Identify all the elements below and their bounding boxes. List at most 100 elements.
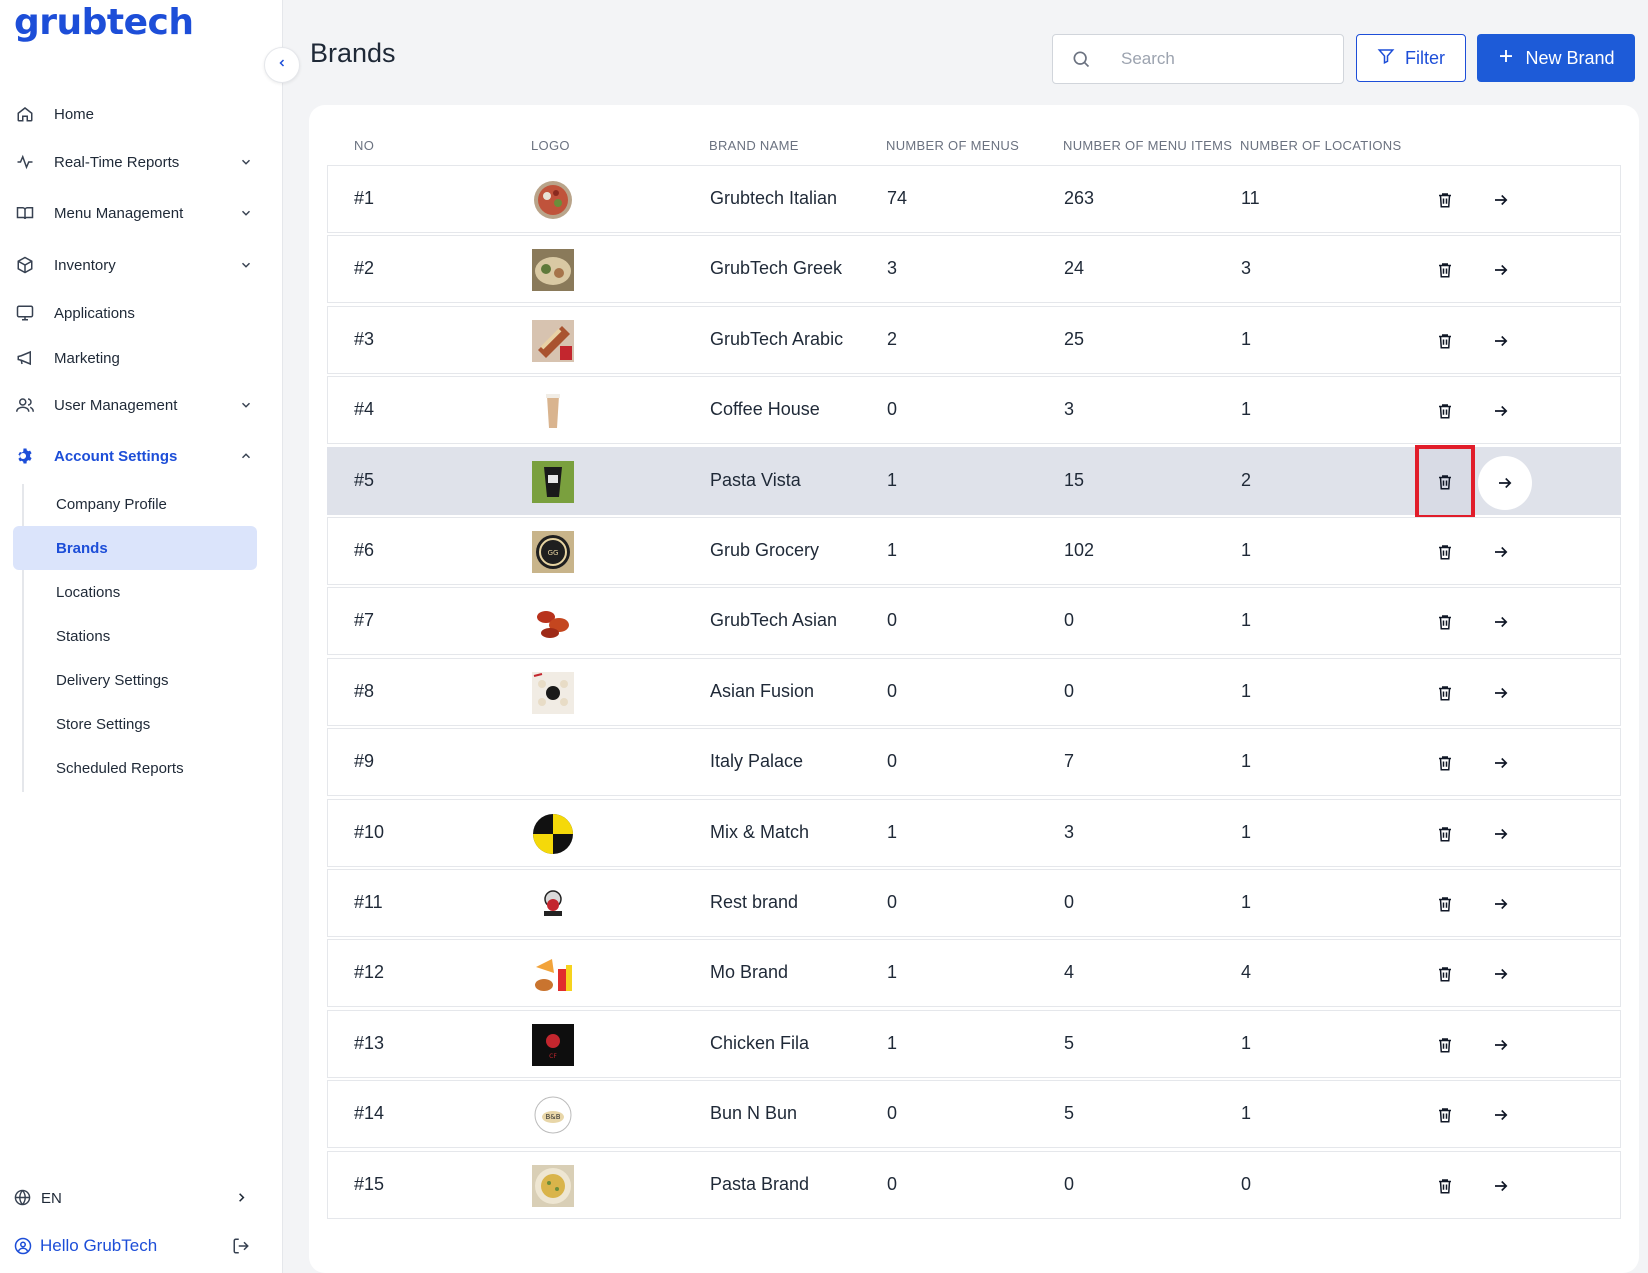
trash-icon [1436,402,1454,420]
sidebar-subitem-company-profile[interactable]: Company Profile [13,482,257,526]
table-row[interactable]: #9 Italy Palace 0 7 1 [327,728,1621,796]
brand-logo [532,883,574,925]
menu-item-count: 0 [1064,610,1075,630]
open-brand-button[interactable] [1484,746,1518,780]
open-brand-button[interactable] [1484,1169,1518,1203]
chevron-down-icon [238,397,254,413]
brand-name: Mix & Match [710,822,810,842]
sidebar-item-inventory[interactable]: Inventory [0,245,282,285]
delete-brand-button[interactable] [1428,957,1462,991]
table-row[interactable]: #1 Grubtech Italian 74 263 11 [327,165,1621,233]
table-row[interactable]: #11 Rest brand 0 0 1 [327,869,1621,937]
sidebar-item-account-settings[interactable]: Account Settings [0,436,282,476]
sidebar-subitem-delivery-settings[interactable]: Delivery Settings [13,658,257,702]
open-brand-button[interactable] [1484,1028,1518,1062]
table-row[interactable]: #4 Coffee House 0 3 1 [327,376,1621,444]
search-box[interactable] [1052,34,1344,84]
trash-icon [1436,754,1454,772]
chevron-right-icon [234,1190,249,1210]
open-brand-button[interactable] [1484,1098,1518,1132]
delete-brand-button[interactable] [1415,445,1475,519]
table-row[interactable]: #15 Pasta Brand 0 0 0 [327,1151,1621,1219]
sidebar-subitem-brands[interactable]: Brands [13,526,257,570]
table-row[interactable]: #6 GG Grub Grocery 1 102 1 [327,517,1621,585]
trash-icon [1436,261,1454,279]
delete-brand-button[interactable] [1428,324,1462,358]
open-brand-button[interactable] [1484,957,1518,991]
language-selector[interactable]: EN [0,1180,282,1216]
table-row[interactable]: #8 Asian Fusion 0 0 1 [327,658,1621,726]
sidebar: grubtech Home Real-Time Reports Menu Man… [0,0,283,1273]
delete-brand-button[interactable] [1428,394,1462,428]
menu-count: 3 [887,258,898,278]
delete-brand-button[interactable] [1428,605,1462,639]
table-row[interactable]: #10 Mix & Match 1 3 1 [327,799,1621,867]
sidebar-subitem-label: Stations [56,627,111,645]
open-brand-button[interactable] [1484,183,1518,217]
sidebar-item-menu-management[interactable]: Menu Management [0,193,282,233]
open-brand-button[interactable] [1484,887,1518,921]
delete-brand-button[interactable] [1428,183,1462,217]
menu-item-count: 102 [1064,540,1095,560]
arrow-right-icon [1492,965,1510,983]
chevron-down-icon [238,154,254,170]
open-brand-button[interactable] [1484,535,1518,569]
user-profile-row: Hello GrubTech [0,1228,282,1264]
sidebar-subitem-stations[interactable]: Stations [13,614,257,658]
sidebar-item-label: Home [54,105,95,123]
brand-logo [532,672,574,714]
brand-logo: B&B [532,1094,574,1136]
table-row[interactable]: #5 Pasta Vista 1 15 2 [327,445,1621,519]
delete-brand-button[interactable] [1428,887,1462,921]
table-row[interactable]: #14 B&B Bun N Bun 0 5 1 [327,1080,1621,1148]
brand-number: #14 [354,1103,385,1123]
svg-text:CF: CF [549,1053,557,1060]
table-row[interactable]: #13 CF Chicken Fila 1 5 1 [327,1010,1621,1078]
table-row[interactable]: #7 GrubTech Asian 0 0 1 [327,587,1621,655]
sidebar-subitem-scheduled-reports[interactable]: Scheduled Reports [13,746,257,790]
table-row[interactable]: #3 GrubTech Arabic 2 25 1 [327,306,1621,374]
sidebar-item-real-time-reports[interactable]: Real-Time Reports [0,142,282,182]
sidebar-item-home[interactable]: Home [0,94,282,134]
location-count: 0 [1241,1174,1252,1194]
delete-brand-button[interactable] [1428,1098,1462,1132]
open-brand-button[interactable] [1484,324,1518,358]
sidebar-subitem-label: Store Settings [56,715,151,733]
sidebar-subitem-locations[interactable]: Locations [13,570,257,614]
menu-count: 0 [887,751,898,771]
sidebar-item-marketing[interactable]: Marketing [0,338,282,378]
new-brand-button[interactable]: New Brand [1477,34,1635,82]
brand-logo: CF [532,1024,574,1066]
sidebar-subitem-label: Company Profile [56,495,167,513]
open-brand-button[interactable] [1484,817,1518,851]
delete-brand-button[interactable] [1428,817,1462,851]
table-row[interactable]: #12 Mo Brand 1 4 4 [327,939,1621,1007]
delete-brand-button[interactable] [1428,746,1462,780]
brand-name: Coffee House [710,399,820,419]
collapse-sidebar-button[interactable] [264,47,300,83]
brand-name: Mo Brand [710,962,789,982]
table-row[interactable]: #2 GrubTech Greek 3 24 3 [327,235,1621,303]
filter-button[interactable]: Filter [1356,34,1466,82]
open-brand-button[interactable] [1484,253,1518,287]
open-brand-button[interactable] [1484,605,1518,639]
open-brand-button[interactable] [1478,456,1532,510]
grubtech-logo[interactable]: grubtech [14,2,194,43]
open-brand-button[interactable] [1484,676,1518,710]
sidebar-subitem-store-settings[interactable]: Store Settings [13,702,257,746]
delete-brand-button[interactable] [1428,1028,1462,1062]
sidebar-item-applications[interactable]: Applications [0,293,282,333]
brand-number: #11 [354,892,383,912]
menu-item-count: 24 [1064,258,1085,278]
delete-brand-button[interactable] [1428,253,1462,287]
delete-brand-button[interactable] [1428,535,1462,569]
logout-icon[interactable] [232,1237,250,1260]
search-input[interactable] [1119,48,1323,70]
submenu-divider [22,484,24,792]
sidebar-item-label: Applications [54,304,135,322]
sidebar-item-user-management[interactable]: User Management [0,385,282,425]
sidebar-item-label: Real-Time Reports [54,153,180,171]
delete-brand-button[interactable] [1428,676,1462,710]
open-brand-button[interactable] [1484,394,1518,428]
delete-brand-button[interactable] [1428,1169,1462,1203]
